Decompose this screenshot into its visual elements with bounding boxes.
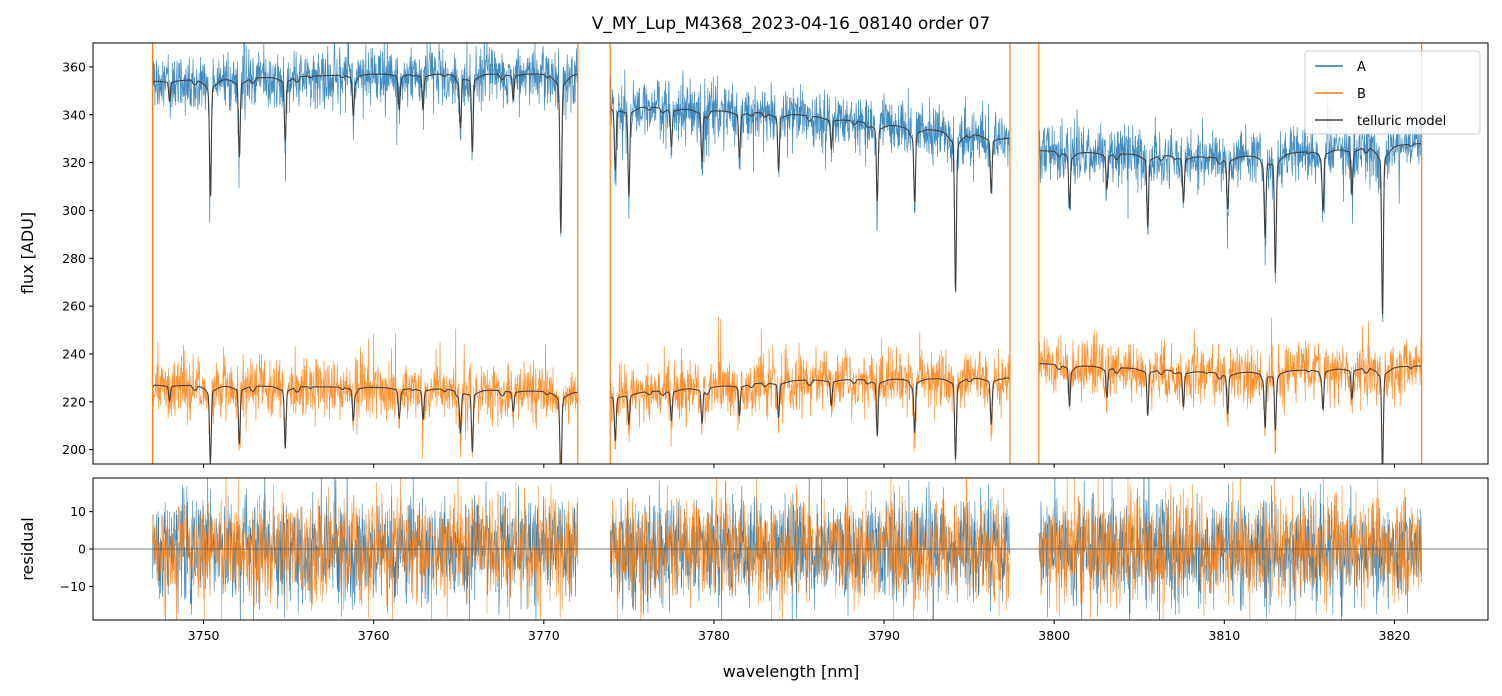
- residual-x-tick-label: 3750: [188, 628, 220, 643]
- residual-x-ticks: 3750 3760 3770 3780 3790 3800 3810 3820: [188, 620, 1411, 643]
- flux-y-tick-label: 200: [62, 442, 86, 457]
- series-b-line: [609, 317, 1011, 464]
- residual-x-tick-label: 3770: [528, 628, 560, 643]
- legend-label: A: [1357, 60, 1366, 75]
- flux-axes-frame: [92, 42, 1489, 465]
- residual-y-axis-label: residual: [18, 517, 37, 580]
- residual-x-tick-label: 3800: [1038, 628, 1070, 643]
- residual-y-ticks: −10 0 10: [60, 504, 93, 594]
- series-a-line: [609, 69, 1011, 294]
- series-a-line: [152, 43, 579, 237]
- residual-x-tick-label: 3820: [1379, 628, 1411, 643]
- residual-y-tick-label: 10: [70, 504, 86, 519]
- residual-y-tick-label: 0: [78, 542, 86, 557]
- legend-label: telluric model: [1357, 114, 1446, 129]
- flux-x-ticks: [203, 464, 1395, 468]
- residual-x-tick-label: 3790: [868, 628, 900, 643]
- chart-title: V_MY_Lup_M4368_2023-04-16_08140 order 07: [592, 14, 991, 34]
- flux-panel: 200 220 240 260 280 300 320 340 360 flux [ADU] A…: [18, 42, 1489, 468]
- telluric-model-b-line: [152, 384, 578, 464]
- flux-y-axis-label: flux [ADU]: [18, 212, 37, 294]
- residual-data: [93, 478, 1488, 620]
- flux-data: [151, 43, 1423, 464]
- residual-x-tick-label: 3810: [1208, 628, 1240, 643]
- flux-y-tick-label: 320: [62, 155, 86, 170]
- telluric-model-a-line: [152, 73, 578, 234]
- flux-y-tick-label: 300: [62, 203, 86, 218]
- legend-label: B: [1357, 87, 1366, 102]
- series-b-line: [152, 328, 579, 464]
- flux-y-tick-label: 220: [62, 394, 86, 409]
- residual-y-tick-label: −10: [60, 579, 86, 594]
- flux-y-tick-label: 340: [62, 107, 86, 122]
- residual-b-line: [609, 478, 1011, 620]
- telluric-model-b-line: [1038, 362, 1423, 464]
- flux-y-ticks: 200 220 240 260 280 300 320 340 360: [62, 59, 93, 457]
- flux-y-tick-label: 280: [62, 251, 86, 266]
- residual-x-tick-label: 3760: [358, 628, 390, 643]
- legend-box: [1304, 50, 1481, 135]
- flux-y-tick-label: 360: [62, 59, 86, 74]
- x-axis-label: wavelength [nm]: [723, 662, 860, 681]
- series-b-line: [1038, 317, 1422, 464]
- flux-y-tick-label: 240: [62, 346, 86, 361]
- telluric-model-b-line: [610, 377, 1010, 460]
- telluric-model-a-line: [609, 106, 1011, 292]
- telluric-model-a-line: [1038, 142, 1423, 315]
- residual-b-line: [152, 478, 579, 620]
- residual-x-tick-label: 3780: [698, 628, 730, 643]
- residual-b-line: [1038, 478, 1422, 620]
- flux-y-tick-label: 260: [62, 299, 86, 314]
